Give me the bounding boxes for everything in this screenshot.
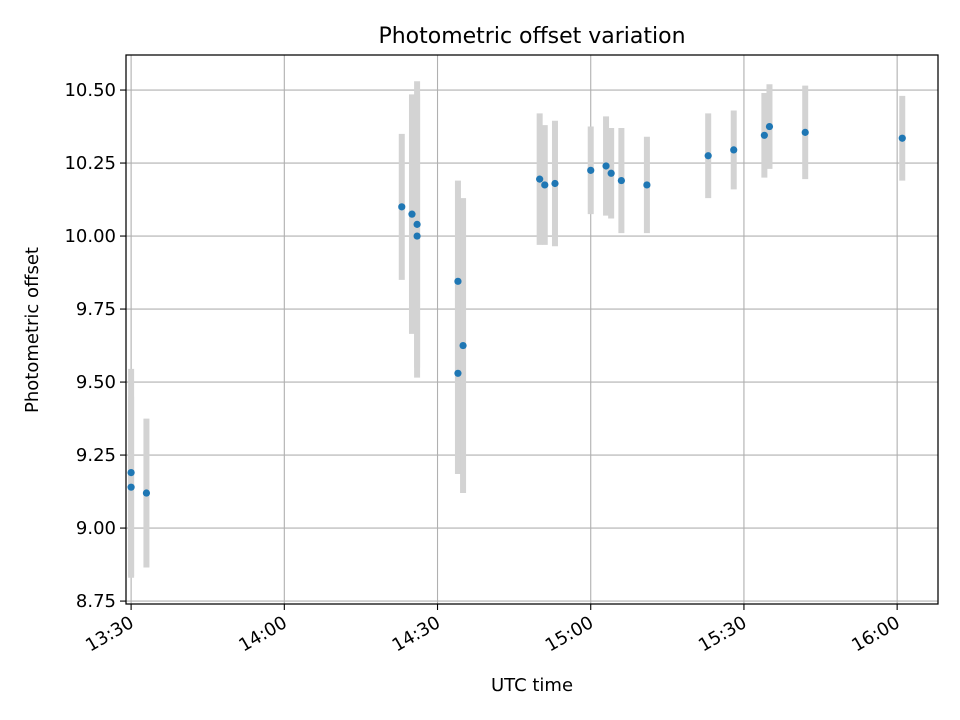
data-point [454,277,462,285]
data-point [408,210,416,218]
data-point [587,166,595,174]
data-point [704,152,712,160]
error-bars [128,81,906,578]
y-tick-label: 10.50 [64,80,116,101]
y-tick-label: 9.75 [76,299,116,320]
x-tick-label: 16:00 [848,612,903,656]
x-tick-label: 13:30 [82,612,137,656]
data-points [127,122,906,497]
data-point [413,232,421,240]
y-tick-label: 10.00 [64,226,116,247]
x-tick-label: 15:00 [542,612,597,656]
data-point [607,169,615,177]
data-point [760,131,768,139]
grid [126,55,938,604]
data-point [730,146,738,154]
y-axis: 8.75 9.00 9.25 9.50 9.75 10.00 10.25 10.50 [64,80,126,612]
x-tick-label: 14:00 [235,612,290,656]
y-tick-label: 10.25 [64,153,116,174]
chart-title: Photometric offset variation [378,24,685,49]
data-point [127,468,135,477]
x-tick-label: 14:30 [389,612,444,656]
plot-frame [125,54,939,605]
y-axis-label: Photometric offset [22,247,43,413]
x-tick-label: 15:30 [695,612,750,656]
data-point [398,203,406,211]
y-tick-label: 9.25 [76,445,116,466]
data-point [454,369,462,377]
data-point [536,175,544,183]
data-point [541,181,549,189]
data-point [413,220,421,228]
data-point [765,122,774,131]
data-point [142,489,151,497]
data-point [551,179,559,188]
y-tick-label: 9.00 [76,518,116,539]
x-axis: 13:30 14:00 14:30 15:00 15:30 16:00 [82,604,904,656]
x-axis-label: UTC time [491,675,573,696]
data-point [459,341,467,350]
data-point [801,128,809,136]
data-point [617,176,625,185]
data-point [898,134,906,142]
y-tick-label: 8.75 [76,591,116,612]
data-point [127,483,135,491]
y-tick-label: 9.50 [76,372,116,393]
data-point [643,181,651,189]
data-point [602,162,610,170]
